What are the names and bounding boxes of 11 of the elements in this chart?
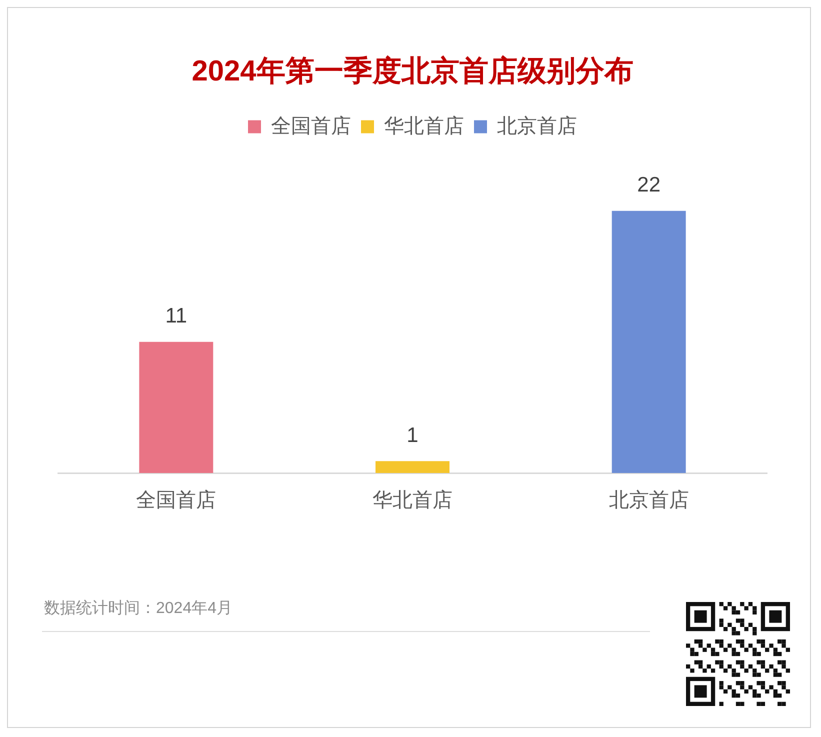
data-label: 1: [406, 424, 418, 447]
data-label: 22: [637, 174, 661, 197]
legend-label: 全国首店: [271, 115, 351, 138]
chart-title: 2024年第一季度北京首店级别分布: [192, 54, 634, 88]
x-tick-label: 华北首店: [372, 490, 452, 512]
x-tick-label: 北京首店: [608, 490, 689, 512]
legend-label: 华北首店: [384, 115, 464, 138]
x-tick-label: 全国首店: [136, 490, 216, 512]
data-label: 11: [165, 304, 188, 328]
legend-label: 北京首店: [497, 115, 577, 138]
text: 数据统计时间：2024年4月: [44, 599, 232, 619]
